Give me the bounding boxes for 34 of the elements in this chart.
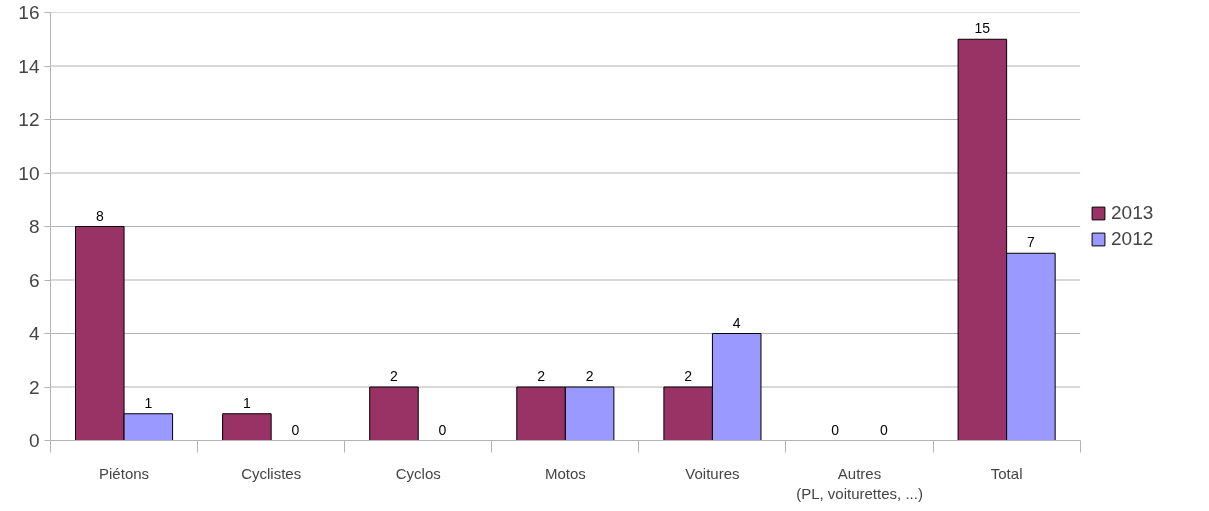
data-label: 2: [537, 368, 546, 384]
y-tick-label: 14: [18, 55, 40, 77]
x-tick-label: Total: [990, 464, 1023, 482]
data-label: 8: [95, 207, 104, 224]
bar: [369, 386, 419, 441]
y-tick-label: 0: [28, 430, 40, 451]
data-label: 15: [974, 20, 991, 37]
y-tick-label: 10: [18, 162, 40, 184]
data-label: 2: [390, 368, 399, 384]
y-tick-label: 16: [18, 2, 40, 23]
x-tick-label: Cyclos: [395, 464, 441, 482]
data-label: 7: [1027, 234, 1036, 251]
x-tick-label: Piétons: [99, 464, 150, 482]
y-tick-label: 4: [28, 323, 40, 344]
y-tick-label: 8: [28, 216, 40, 237]
data-label: 0: [831, 421, 840, 438]
x-tick-label: Cyclistes: [241, 464, 302, 482]
data-label: 0: [291, 421, 300, 438]
data-label: 0: [438, 421, 447, 438]
x-tick-label: Autres (PL, voiturettes, ...): [796, 464, 923, 502]
data-label: 2: [684, 368, 693, 384]
data-label: 1: [242, 394, 251, 411]
data-label: 0: [879, 421, 888, 438]
data-label: 4: [732, 314, 741, 331]
legend-label: 2013: [1111, 202, 1154, 224]
x-tick-label: Voitures: [685, 464, 740, 482]
data-label: 1: [144, 394, 153, 411]
legend-label: 2012: [1111, 228, 1154, 250]
y-tick-label: 6: [28, 269, 40, 291]
bar: [222, 413, 272, 441]
y-tick-label: 12: [18, 109, 40, 130]
y-tick-label: 2: [28, 376, 40, 398]
data-label: 2: [585, 368, 594, 384]
x-tick-label: Motos: [544, 464, 586, 482]
